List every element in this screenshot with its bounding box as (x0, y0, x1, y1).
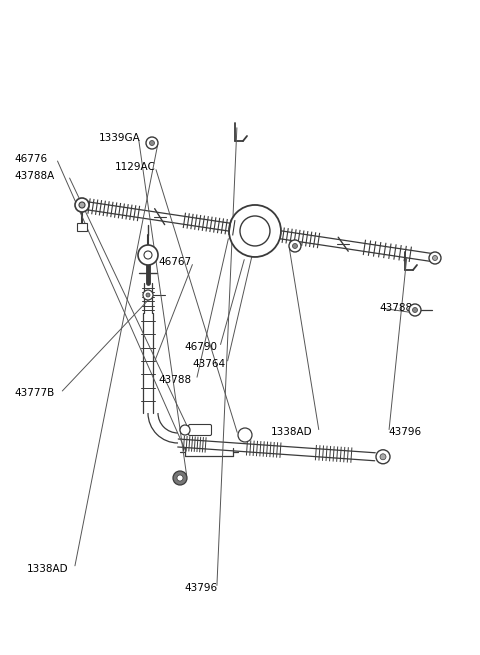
Circle shape (240, 216, 270, 246)
Text: 43777B: 43777B (14, 388, 55, 398)
FancyBboxPatch shape (189, 424, 212, 436)
Circle shape (177, 475, 183, 481)
Circle shape (79, 202, 85, 208)
Text: 46776: 46776 (14, 153, 48, 164)
Circle shape (149, 141, 155, 145)
Circle shape (146, 137, 158, 149)
Circle shape (409, 304, 421, 316)
Text: 1338AD: 1338AD (271, 427, 313, 438)
Text: 1129AC: 1129AC (115, 162, 156, 172)
Text: 43764: 43764 (192, 358, 225, 369)
Circle shape (380, 454, 386, 460)
Circle shape (143, 290, 153, 300)
Text: 43796: 43796 (185, 583, 218, 593)
Circle shape (289, 240, 301, 252)
Text: 46767: 46767 (158, 257, 192, 267)
Circle shape (376, 450, 390, 464)
Circle shape (292, 244, 298, 248)
Circle shape (229, 205, 281, 257)
Circle shape (173, 471, 187, 485)
Circle shape (146, 293, 150, 297)
Circle shape (412, 307, 418, 312)
Text: 46790: 46790 (185, 342, 218, 352)
Circle shape (238, 428, 252, 442)
Text: 1338AD: 1338AD (26, 563, 68, 574)
Circle shape (75, 198, 89, 212)
Circle shape (144, 251, 152, 259)
Bar (77, 223, 87, 231)
Circle shape (429, 252, 441, 264)
Circle shape (180, 425, 190, 435)
Text: 43788A: 43788A (14, 170, 55, 181)
Text: 43788: 43788 (379, 303, 412, 313)
Text: 43788: 43788 (158, 375, 192, 385)
Text: 1339GA: 1339GA (98, 132, 140, 143)
Circle shape (138, 245, 158, 265)
Circle shape (432, 255, 437, 261)
Text: 43796: 43796 (389, 427, 422, 438)
